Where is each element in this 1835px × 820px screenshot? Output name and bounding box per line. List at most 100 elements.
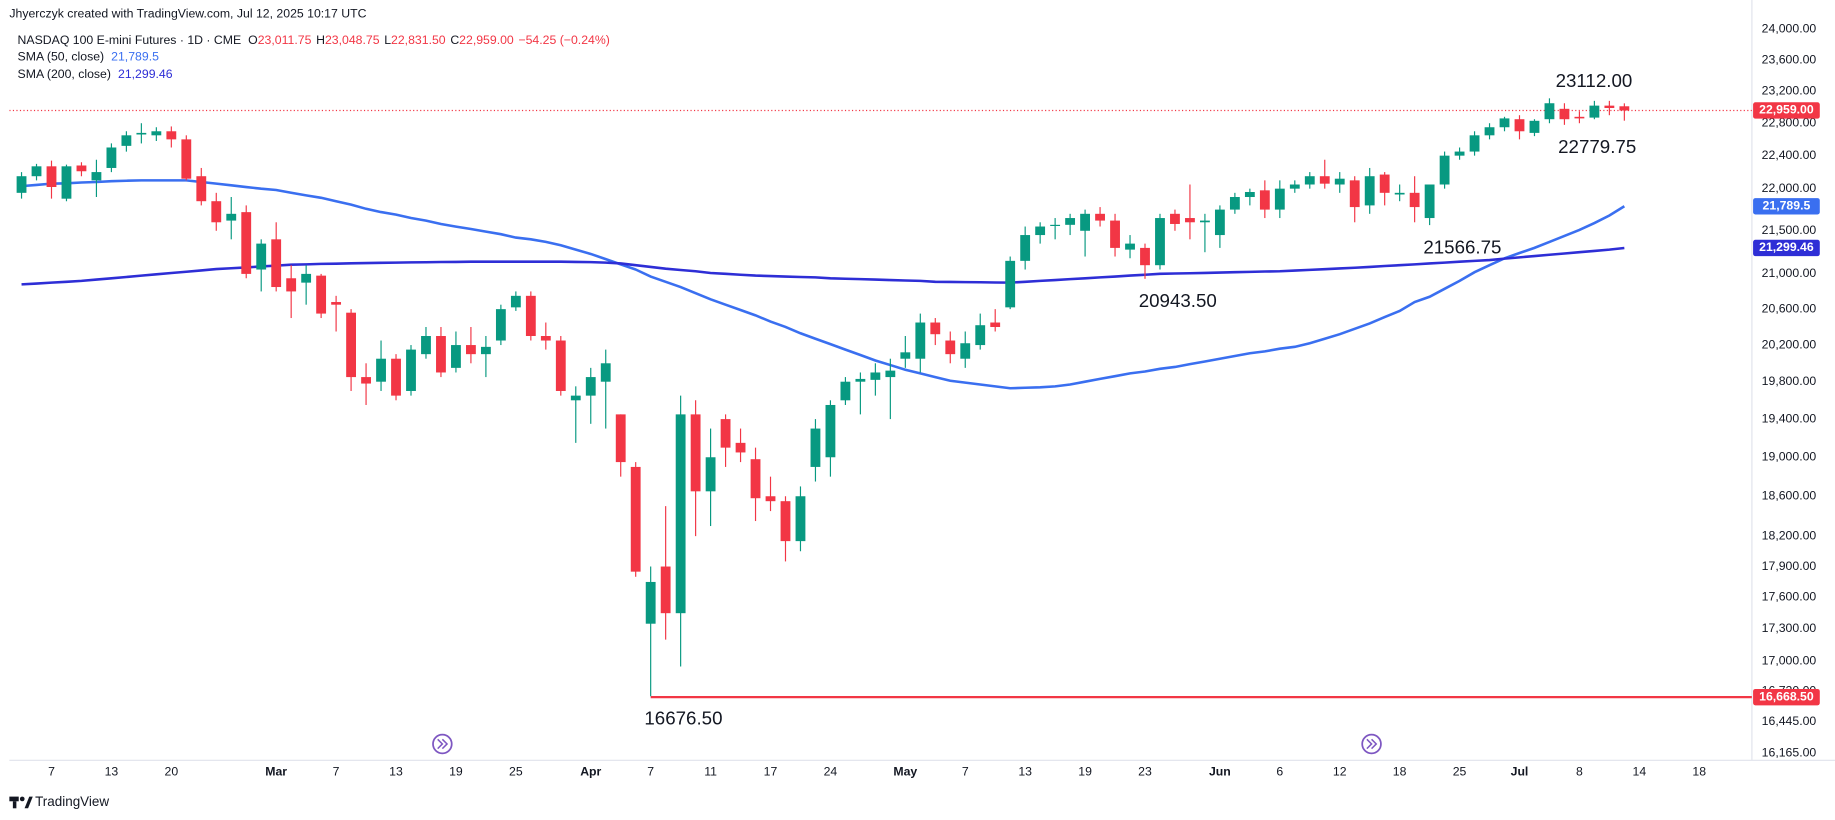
plot (9, 98, 1752, 699)
candle-body (885, 370, 896, 378)
candle-body (1259, 190, 1270, 210)
candle-body (421, 336, 431, 355)
candle-body (1454, 151, 1465, 156)
legend-title: NASDAQ 100 E-mini Futures · 1D · CME (18, 33, 242, 47)
candle-body (930, 322, 941, 335)
candle-body (1469, 135, 1480, 152)
candle-body (61, 166, 72, 199)
candle-body (1529, 120, 1540, 133)
legend-ohlc-label: H (316, 33, 325, 47)
candle-body (16, 176, 27, 193)
candle-body (915, 322, 926, 359)
candle-body (91, 172, 102, 181)
candle-body (1439, 155, 1450, 185)
candle-body (480, 346, 491, 355)
candle-body (1409, 192, 1420, 208)
logo[interactable] (9, 796, 33, 809)
candle-body (226, 213, 237, 221)
candle-body (466, 345, 476, 355)
price-tag (1753, 198, 1820, 215)
price-tag (1753, 239, 1820, 257)
x-tick-label: 18 (1692, 764, 1706, 778)
x-tick-label: 19 (1078, 764, 1092, 778)
legend-ohlc-value: 22,831.50 (391, 33, 446, 47)
candle-body (151, 131, 162, 136)
candle-body (451, 345, 461, 368)
legend-series-value: 21,299.46 (118, 67, 173, 81)
x-tick-label: 7 (962, 764, 969, 778)
candle-body (1604, 105, 1615, 109)
candle-body (1080, 213, 1090, 231)
candle-body (750, 459, 761, 499)
candle-body (1020, 235, 1031, 261)
candle-body (1110, 220, 1120, 248)
candle-body (406, 349, 416, 391)
candle-body (1394, 192, 1405, 195)
y-tick-label: 17,900.00 (1762, 559, 1817, 573)
y-tick-label: 21,000.00 (1762, 266, 1817, 280)
candle-body (1005, 260, 1016, 308)
x-tick-label: 13 (389, 764, 403, 778)
x-tick-label: 20 (164, 764, 178, 778)
candle-body (106, 147, 117, 168)
legend-row: SMA (200, close) 21,299.46 (18, 67, 173, 81)
x-tick-label: 23 (1138, 764, 1152, 778)
candle-body (900, 352, 911, 359)
event-icon[interactable] (1361, 733, 1382, 755)
legend-ohlc-value: 23,011.75 (258, 33, 312, 47)
y-tick-label: 22,800.00 (1762, 115, 1817, 129)
x-tick-label: 11 (704, 764, 717, 778)
y-tick-label: 20,600.00 (1762, 301, 1817, 315)
y-tick-label: 16,165.00 (1762, 746, 1817, 760)
legend-change: −54.25 (−0.24%) (518, 33, 609, 47)
x-tick-label: 6 (1276, 764, 1283, 778)
candle-body (630, 466, 641, 572)
legend-ohlc-value: 23,048.75 (325, 33, 380, 47)
candle-body (1200, 220, 1210, 223)
candle-body (660, 566, 671, 614)
candle-body (1304, 176, 1315, 185)
candle-body (990, 322, 1001, 328)
candle-body (585, 377, 596, 396)
candle-body (46, 166, 57, 187)
x-tick-label: 7 (333, 764, 340, 778)
y-tick-label: 18,200.00 (1762, 528, 1817, 542)
candle-body (121, 135, 132, 146)
candle-body (735, 442, 746, 453)
candle-body (196, 176, 207, 202)
candle-body (1514, 119, 1525, 132)
candle-body (540, 336, 551, 341)
candle-body (495, 309, 506, 341)
legend-ohlc-label: C (450, 33, 459, 47)
candle-body (31, 166, 42, 177)
annotation: 20943.50 (1139, 290, 1217, 311)
legend-series-name: SMA (200, close) (18, 67, 111, 81)
candle-body (1095, 213, 1105, 221)
candle-body (286, 278, 297, 292)
candle-body (1379, 174, 1390, 193)
candle-body (166, 131, 177, 140)
candle-body (690, 414, 701, 492)
y-tick-label: 22,000.00 (1762, 181, 1817, 195)
price-tag-label: 16,668.50 (1759, 689, 1814, 703)
candle-body (1319, 176, 1330, 184)
legend-ohlc-value: 22,959.00 (459, 33, 514, 47)
candle-body (1214, 209, 1225, 236)
candle-body (675, 414, 686, 614)
candle-body (271, 239, 282, 288)
candle-body (525, 295, 536, 337)
price-tag-label: 21,299.46 (1759, 240, 1814, 254)
annotation: 16676.50 (644, 708, 722, 729)
event-icon[interactable] (432, 733, 453, 755)
x-tick-label: 14 (1632, 764, 1646, 778)
y-tick-label: 17,300.00 (1762, 621, 1817, 635)
y-tick-label: 17,000.00 (1762, 653, 1817, 667)
candle-body (301, 273, 312, 283)
candle-body (570, 395, 581, 401)
x-tick-label: 7 (647, 764, 654, 778)
legend-series-value: 21,789.5 (111, 50, 159, 64)
sma-line (21, 246, 1625, 286)
candle-body (136, 132, 147, 135)
